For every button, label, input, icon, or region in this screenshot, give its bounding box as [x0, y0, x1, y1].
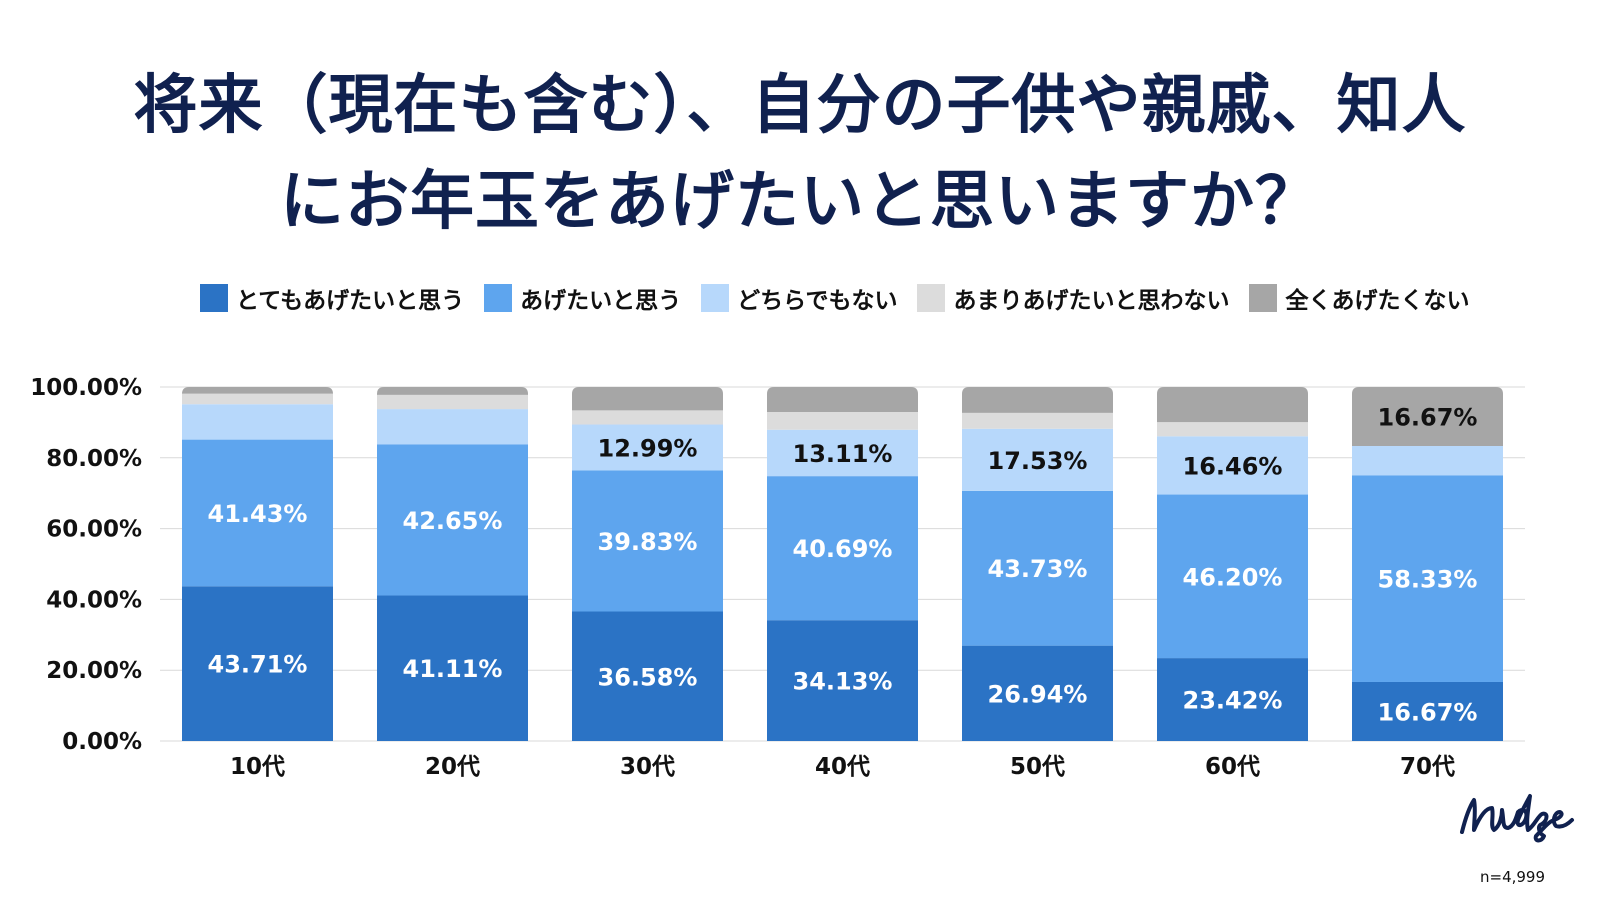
- legend-item-very-want: とてもあげたいと思う: [200, 281, 464, 315]
- bar-segment-very-want: [1352, 681, 1503, 741]
- bar-segment-very-want: [377, 595, 528, 741]
- bar-segment-not-at-all: [182, 387, 333, 394]
- bar-segment-very-want: [572, 611, 723, 741]
- legend-swatch-neutral: [701, 284, 730, 312]
- data-label: 46.20%: [1183, 563, 1283, 591]
- data-label: 43.71%: [208, 651, 308, 679]
- x-tick-label: 30代: [620, 754, 675, 780]
- bar-segment-neutral: [377, 409, 528, 445]
- x-tick-label: 50代: [1010, 754, 1065, 780]
- bar-segment-neutral: [1157, 436, 1308, 495]
- legend-swatch-not-at-all: [1249, 284, 1278, 312]
- bar-segment-not-at-all: [767, 387, 918, 413]
- chart-legend: とてもあげたいと思う あげたいと思う どちらでもない あまりあげたいと思わない …: [200, 282, 1489, 314]
- legend-label-not-at-all: 全くあげたくない: [1285, 288, 1470, 314]
- chart-title-line-1: 将来（現在も含む）、自分の子供や親戚、知人: [133, 69, 1467, 143]
- x-tick-label: 40代: [815, 754, 870, 780]
- bar-segment-want: [767, 476, 918, 621]
- data-label: 23.42%: [1183, 687, 1283, 715]
- bar-segment-neutral: [1352, 446, 1503, 476]
- bar-segment-want: [962, 490, 1113, 646]
- bar-segment-not-much: [377, 394, 528, 410]
- legend-item-not-much: あまりあげたいと思わない: [917, 281, 1229, 315]
- legend-label-want: あげたいと思う: [520, 288, 682, 314]
- data-label: 13.11%: [793, 440, 893, 468]
- y-tick-label: 20.00%: [46, 658, 142, 684]
- data-label: 58.33%: [1378, 566, 1478, 594]
- bar-segment-want: [572, 470, 723, 612]
- data-label: 41.43%: [208, 500, 308, 528]
- bar-segment-not-much: [767, 412, 918, 430]
- bar-segment-want: [182, 439, 333, 587]
- bar-segment-not-at-all: [962, 387, 1113, 413]
- x-tick-label: 70代: [1400, 754, 1455, 780]
- bar-segment-very-want: [1157, 658, 1308, 741]
- legend-label-not-much: あまりあげたいと思わない: [953, 288, 1230, 314]
- bar-segment-want: [1352, 475, 1503, 682]
- y-tick-label: 80.00%: [46, 446, 142, 472]
- bar-segment-neutral: [767, 429, 918, 477]
- data-label: 16.67%: [1378, 404, 1478, 432]
- data-label: 12.99%: [598, 435, 698, 463]
- legend-item-not-at-all: 全くあげたくない: [1249, 281, 1469, 315]
- bar-segment-not-at-all: [377, 387, 528, 395]
- bar-segment-not-much: [182, 393, 333, 405]
- data-label: 36.58%: [598, 663, 698, 691]
- data-label: 43.73%: [988, 555, 1088, 583]
- bar-segment-not-much: [1157, 422, 1308, 437]
- x-tick-label: 60代: [1205, 754, 1260, 780]
- y-tick-label: 40.00%: [46, 587, 142, 613]
- data-label: 26.94%: [988, 680, 1088, 708]
- data-label: 34.13%: [793, 668, 893, 696]
- legend-swatch-want: [484, 284, 513, 312]
- bar-segment-neutral: [962, 428, 1113, 491]
- bar-segment-not-at-all: [1157, 387, 1308, 423]
- legend-item-neutral: どちらでもない: [701, 281, 897, 315]
- nudge-logo-icon: [1460, 794, 1574, 843]
- legend-swatch-very-want: [200, 284, 228, 312]
- bar-segment-very-want: [962, 645, 1113, 741]
- sample-size-note: n=4,999: [1480, 868, 1546, 886]
- data-label: 42.65%: [403, 507, 503, 535]
- bar-segment-not-much: [572, 410, 723, 425]
- data-label: 17.53%: [988, 447, 1088, 475]
- data-label: 16.67%: [1378, 698, 1478, 726]
- bar-segment-not-at-all: [1352, 387, 1503, 447]
- bar-segment-want: [1157, 494, 1308, 659]
- bar-segment-neutral: [572, 424, 723, 471]
- data-label: 16.46%: [1183, 452, 1283, 480]
- legend-item-want: あげたいと思う: [484, 281, 681, 315]
- chart-title: 将来（現在も含む）、自分の子供や親戚、知人 にお年玉をあげたいと思いますか？: [0, 58, 1600, 250]
- bar-segment-neutral: [182, 404, 333, 440]
- y-tick-label: 60.00%: [46, 517, 142, 543]
- data-label: 39.83%: [598, 528, 698, 556]
- x-tick-label: 10代: [230, 754, 285, 780]
- data-label: 40.69%: [793, 535, 893, 563]
- x-tick-label: 20代: [425, 754, 480, 780]
- bar-segment-not-much: [962, 412, 1113, 429]
- y-tick-label: 0.00%: [62, 729, 142, 755]
- bar-segment-want: [377, 444, 528, 596]
- legend-swatch-not-much: [917, 284, 946, 312]
- bar-segment-very-want: [182, 586, 333, 741]
- bar-segment-very-want: [767, 620, 918, 741]
- legend-label-very-want: とてもあげたいと思う: [236, 288, 465, 314]
- y-tick-label: 100.00%: [30, 375, 142, 401]
- data-label: 41.11%: [403, 655, 503, 683]
- legend-label-neutral: どちらでもない: [737, 288, 898, 314]
- bar-segment-not-at-all: [572, 387, 723, 411]
- chart-title-line-2: にお年玉をあげたいと思いますか？: [280, 165, 1320, 239]
